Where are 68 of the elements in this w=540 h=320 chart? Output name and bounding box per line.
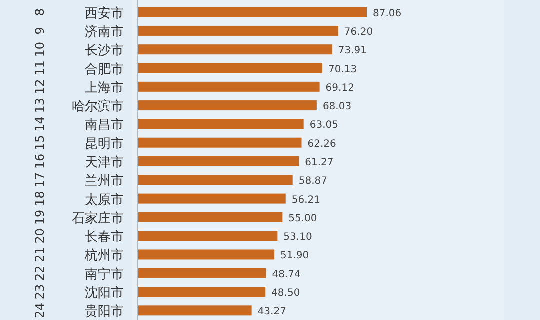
y-tick-label: 太原市 bbox=[85, 192, 124, 208]
y-tick-label: 济南市 bbox=[85, 24, 124, 40]
data-label: 73.91 bbox=[338, 46, 368, 57]
y-tick-label: 南昌市 bbox=[85, 118, 124, 134]
data-label: 61.27 bbox=[305, 158, 334, 168]
data-label: 51.90 bbox=[280, 250, 310, 262]
bar bbox=[138, 194, 286, 204]
data-label: 48.74 bbox=[272, 269, 301, 280]
text: 8 bbox=[33, 8, 47, 16]
data-label: 56.21 bbox=[292, 194, 320, 206]
bar bbox=[138, 306, 252, 316]
y-tick-label: 杭州市 bbox=[84, 248, 124, 264]
bar bbox=[138, 250, 275, 260]
text: 9 bbox=[33, 27, 47, 35]
data-label: 58.87 bbox=[298, 176, 328, 188]
bar bbox=[138, 156, 300, 166]
data-label: 70.13 bbox=[328, 64, 358, 76]
y-tick-label: 哈尔滨市 bbox=[72, 98, 124, 115]
text: 14 bbox=[33, 116, 47, 132]
text: 15 bbox=[33, 135, 47, 150]
data-label: 63.05 bbox=[310, 120, 338, 132]
bar bbox=[138, 287, 266, 298]
bar bbox=[138, 231, 278, 242]
text: 19 bbox=[33, 210, 47, 226]
y-tick-label: 兰州市 bbox=[85, 174, 124, 190]
data-label: 62.26 bbox=[308, 138, 336, 150]
text: 18 bbox=[33, 191, 47, 206]
data-label: 53.10 bbox=[284, 232, 312, 244]
text: 10 bbox=[33, 42, 47, 58]
text: 20 bbox=[33, 228, 47, 244]
text: 21 bbox=[33, 247, 47, 262]
data-label: 55.00 bbox=[288, 213, 318, 224]
bar bbox=[138, 138, 302, 148]
data-label: 87.06 bbox=[373, 8, 402, 20]
bar bbox=[138, 7, 367, 18]
data-label: 76.20 bbox=[344, 26, 374, 38]
data-label: 68.03 bbox=[322, 102, 352, 113]
text: 13 bbox=[33, 98, 47, 114]
text: 17 bbox=[33, 172, 47, 188]
y-tick-label: 长沙市 bbox=[85, 44, 124, 59]
data-label: 69.12 bbox=[326, 82, 354, 94]
text: 12 bbox=[33, 79, 47, 95]
bar bbox=[138, 175, 293, 186]
y-tick-label: 西安市 bbox=[85, 5, 124, 22]
text: 11 bbox=[33, 60, 47, 76]
y-tick-label: 长春市 bbox=[85, 230, 124, 246]
y-tick-label: 石家庄市 bbox=[72, 210, 124, 226]
bar bbox=[138, 100, 317, 111]
bar bbox=[138, 119, 304, 130]
text: 24 bbox=[33, 303, 47, 318]
y-tick-label: 昆明市 bbox=[85, 136, 124, 152]
data-label: 43.27 bbox=[258, 306, 286, 318]
bar bbox=[138, 63, 322, 74]
data-label: 48.50 bbox=[272, 288, 300, 300]
bar bbox=[138, 82, 320, 92]
bar bbox=[138, 44, 332, 55]
y-tick-label: 贵阳市 bbox=[85, 304, 124, 320]
bar bbox=[138, 212, 283, 222]
bar bbox=[138, 268, 266, 278]
y-tick-label: 南宁市 bbox=[85, 266, 124, 282]
y-tick-label: 合肥市 bbox=[85, 62, 124, 78]
text: 23 bbox=[33, 284, 47, 300]
y-tick-label: 沈阳市 bbox=[85, 286, 124, 302]
text: 16 bbox=[33, 154, 47, 170]
text: 22 bbox=[33, 266, 47, 282]
y-tick-label: 天津市 bbox=[85, 156, 124, 170]
bar bbox=[138, 26, 338, 36]
y-tick-label: 上海市 bbox=[85, 80, 124, 96]
